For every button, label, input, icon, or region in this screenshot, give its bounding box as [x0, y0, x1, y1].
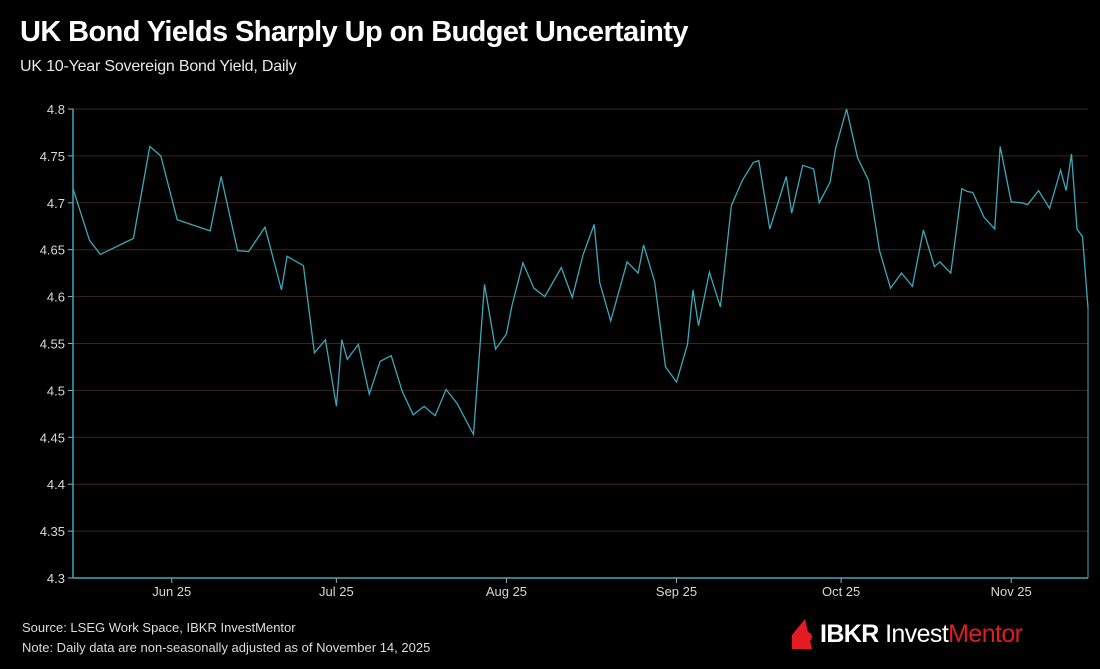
data-note: Note: Daily data are non-seasonally adju…	[22, 640, 431, 655]
chart-subtitle: UK 10-Year Sovereign Bond Yield, Daily	[20, 58, 297, 75]
y-tick-label: 4.4	[47, 477, 65, 492]
y-tick-label: 4.75	[40, 149, 65, 164]
y-axis: 4.3 4.35 4.4 4.45 4.5 4.55 4.6 4.65 4.7 4.75 4.8	[40, 102, 74, 586]
x-tick-label: Jun 25	[152, 584, 191, 599]
line-chart: 4.3 4.35 4.4 4.45 4.5 4.55 4.6 4.65 4.7 4.75 4.8 J…	[40, 102, 1089, 599]
y-tick-label: 4.3	[47, 571, 65, 586]
source-note: Source: LSEG Work Space, IBKR InvestMent…	[22, 620, 296, 635]
gridlines	[73, 108, 1088, 532]
brand-mentor: Mentor	[948, 619, 1023, 648]
x-tick-label: Jul 25	[319, 584, 354, 599]
y-tick-label: 4.5	[47, 383, 65, 398]
series-layer	[72, 108, 1089, 437]
y-tick-label: 4.65	[40, 243, 65, 258]
series-line	[72, 108, 1089, 437]
x-axis: Jun 25 Jul 25 Aug 25 Sep 25 Oct 25 Nov 25	[73, 307, 1089, 599]
x-tick-label: Sep 25	[656, 584, 697, 599]
x-tick-label: Aug 25	[486, 584, 527, 599]
y-tick-label: 4.45	[40, 430, 65, 445]
brand-invest: Invest	[878, 619, 949, 648]
brand-ibkr: IBKR	[820, 619, 879, 648]
ibkr-logo-icon	[792, 619, 812, 649]
y-tick-label: 4.55	[40, 337, 65, 352]
y-tick-label: 4.6	[47, 290, 65, 305]
y-tick-label: 4.7	[47, 196, 65, 211]
brand-logo: IBKR InvestMentor	[790, 616, 1023, 652]
y-tick-label: 4.8	[47, 102, 65, 117]
y-tick-label: 4.35	[40, 524, 65, 539]
x-tick-label: Oct 25	[822, 584, 860, 599]
chart-title: UK Bond Yields Sharply Up on Budget Unce…	[20, 16, 688, 48]
x-tick-label: Nov 25	[991, 584, 1032, 599]
